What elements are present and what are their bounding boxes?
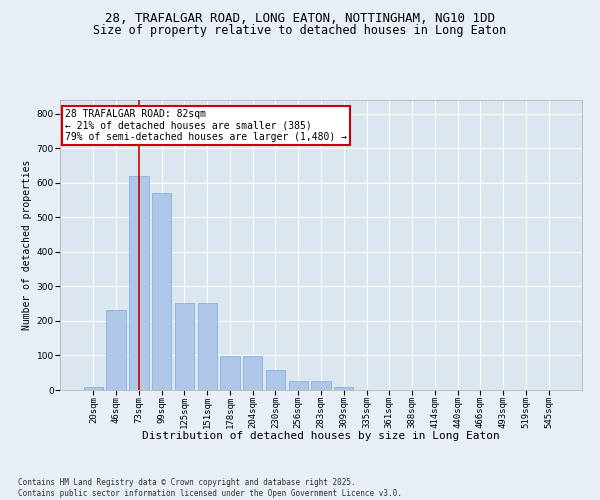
Bar [289, 382, 308, 390]
Bar [220, 356, 239, 390]
X-axis label: Distribution of detached houses by size in Long Eaton: Distribution of detached houses by size … [142, 432, 500, 442]
Bar [311, 382, 331, 390]
Text: Size of property relative to detached houses in Long Eaton: Size of property relative to detached ho… [94, 24, 506, 37]
Bar [243, 356, 262, 390]
Bar [84, 387, 103, 390]
Y-axis label: Number of detached properties: Number of detached properties [22, 160, 32, 330]
Text: Contains HM Land Registry data © Crown copyright and database right 2025.
Contai: Contains HM Land Registry data © Crown c… [18, 478, 402, 498]
Bar [129, 176, 149, 390]
Bar [106, 310, 126, 390]
Bar [266, 370, 285, 390]
Bar [197, 303, 217, 390]
Bar [175, 303, 194, 390]
Bar [152, 193, 172, 390]
Text: 28, TRAFALGAR ROAD, LONG EATON, NOTTINGHAM, NG10 1DD: 28, TRAFALGAR ROAD, LONG EATON, NOTTINGH… [105, 12, 495, 26]
Text: 28 TRAFALGAR ROAD: 82sqm
← 21% of detached houses are smaller (385)
79% of semi-: 28 TRAFALGAR ROAD: 82sqm ← 21% of detach… [65, 108, 347, 142]
Bar [334, 387, 353, 390]
